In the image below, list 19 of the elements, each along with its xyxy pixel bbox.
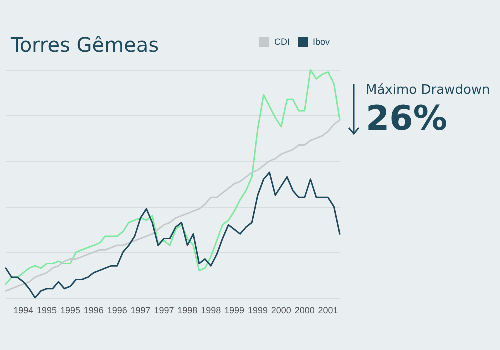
legend-label: Ibov xyxy=(312,37,330,47)
x-tick-label: 2000 xyxy=(294,306,315,316)
x-tick-label: 1996 xyxy=(84,306,104,316)
x-tick-label: 2000 xyxy=(271,306,292,316)
legend-label: CDI xyxy=(274,37,290,47)
text: 26% xyxy=(366,99,448,139)
x-tick-label: 1998 xyxy=(201,306,222,316)
x-tick-label: 1996 xyxy=(107,306,128,316)
x-tick-label: 1997 xyxy=(154,306,174,316)
x-tick-label: 1997 xyxy=(130,306,151,316)
x-tick-label: 1998 xyxy=(178,306,198,316)
text: Máximo Drawdown xyxy=(366,83,490,98)
x-tick-label: 1999 xyxy=(224,306,245,316)
x-tick-label: 1995 xyxy=(37,306,58,316)
x-tick-label: 1999 xyxy=(248,306,268,316)
x-tick-label: 1994 xyxy=(14,306,34,316)
chart-title: Torres Gêmeas xyxy=(10,33,160,57)
x-tick-label: 2001 xyxy=(318,306,338,316)
x-tick-label: 1995 xyxy=(60,306,80,316)
